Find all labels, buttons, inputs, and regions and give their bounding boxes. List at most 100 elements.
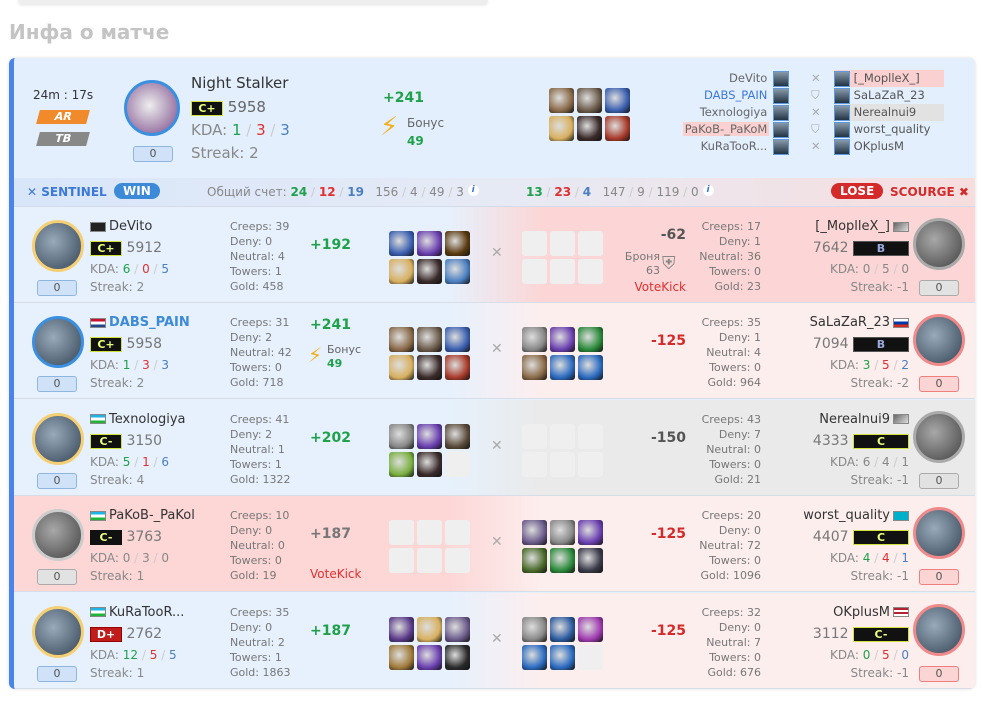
item-icon[interactable] — [389, 327, 414, 353]
player-link[interactable]: OKplusM — [853, 139, 904, 153]
player-avatar[interactable] — [913, 410, 965, 463]
item-icon[interactable] — [550, 520, 575, 546]
player-link[interactable]: DeVito — [729, 71, 768, 85]
item-icon[interactable] — [522, 644, 547, 670]
player-name[interactable]: Nerealnui9 — [819, 411, 890, 427]
player-avatar[interactable] — [913, 218, 965, 270]
kda-label: KDA: — [829, 358, 859, 373]
item-icon[interactable] — [389, 644, 414, 670]
creeps: Creeps: 39 — [230, 220, 290, 233]
player-name[interactable]: worst_quality — [803, 508, 890, 524]
item-icon[interactable] — [605, 88, 630, 113]
item-icon[interactable] — [549, 116, 574, 141]
item-icon[interactable] — [445, 327, 470, 353]
item-icon[interactable] — [417, 259, 442, 284]
item-icon[interactable] — [445, 423, 470, 449]
item-icon[interactable] — [578, 327, 603, 353]
item-icon[interactable] — [445, 616, 470, 642]
player-avatar[interactable] — [32, 316, 84, 369]
player-link[interactable]: Nerealnui9 — [853, 105, 917, 119]
item-icon[interactable] — [417, 355, 442, 381]
item-icon[interactable] — [550, 327, 575, 353]
item-icon[interactable] — [417, 616, 442, 642]
player-avatar[interactable] — [32, 509, 84, 562]
player-name-line: Nerealnui9 — [774, 412, 909, 427]
player-link[interactable]: PaKoB-_PaKoM — [682, 122, 770, 136]
player-link[interactable]: Texnologiya — [699, 105, 768, 119]
item-icon[interactable] — [550, 644, 575, 670]
player-name[interactable]: KuRaTooR... — [109, 604, 185, 620]
flag-icon — [893, 414, 909, 425]
player-avatar[interactable] — [32, 220, 84, 272]
player-name[interactable]: OKplusM — [833, 604, 890, 620]
kda-label: KDA: — [829, 551, 859, 566]
item-icon[interactable] — [578, 520, 603, 546]
item-icon[interactable] — [549, 88, 574, 113]
item-icon[interactable] — [522, 327, 547, 353]
item-icon[interactable] — [389, 616, 414, 642]
item-icon[interactable] — [550, 548, 575, 574]
neutral: Neutral: 72 — [699, 539, 761, 553]
item-icon[interactable] — [577, 88, 602, 113]
item-icon[interactable] — [417, 423, 442, 449]
item-icon[interactable] — [417, 644, 442, 670]
gold: Gold: 23 — [714, 280, 762, 293]
item-icon[interactable] — [605, 116, 630, 141]
player-name[interactable]: [_MoplleX_] — [815, 219, 890, 234]
player-avatar[interactable] — [913, 603, 965, 656]
player-avatar[interactable] — [32, 605, 84, 658]
hero-mini-avatar — [773, 70, 789, 87]
item-icon[interactable] — [445, 355, 470, 381]
gold: Gold: 676 — [707, 665, 762, 679]
page-title: Инфа о матче — [9, 20, 170, 44]
player-link[interactable]: SaLaZaR_23 — [853, 88, 925, 102]
item-icon[interactable] — [389, 423, 414, 449]
player-link[interactable]: worst_quality — [853, 122, 931, 136]
player-name[interactable]: DABS_PAIN — [109, 315, 190, 331]
points-box: 0 — [919, 472, 959, 489]
player-name[interactable]: SaLaZaR_23 — [809, 315, 890, 331]
player-link[interactable]: [_MoplleX_] — [853, 71, 920, 85]
item-icon[interactable] — [417, 231, 442, 256]
item-icon[interactable] — [522, 355, 547, 381]
mode-badge-ar: AR — [36, 110, 90, 124]
player-kda: KDA: 6 / 4 / 1 — [829, 454, 909, 469]
player-name[interactable]: DeVito — [109, 219, 153, 234]
player-link[interactable]: DABS_PAIN — [704, 88, 768, 102]
item-icon[interactable] — [550, 355, 575, 381]
player-link[interactable]: KuRaTooR... — [700, 139, 768, 153]
deaths: 1 — [142, 454, 150, 469]
item-icon[interactable] — [522, 548, 547, 574]
player-avatar[interactable] — [913, 507, 965, 560]
info-icon[interactable]: i — [467, 185, 479, 196]
player-name-line: [_MoplleX_] — [774, 219, 909, 234]
deny: Deny: 0 — [230, 524, 273, 538]
item-icon[interactable] — [445, 259, 470, 284]
item-icon[interactable] — [389, 355, 414, 381]
player-name[interactable]: Texnologiya — [109, 411, 186, 427]
item-icon[interactable] — [550, 616, 575, 642]
item-icon[interactable] — [389, 231, 414, 256]
creeps: Creeps: 20 — [701, 509, 761, 523]
player-avatar[interactable] — [913, 314, 965, 367]
player-name[interactable]: PaKoB-_PaKol — [109, 508, 195, 524]
votekick-label: VoteKick — [634, 280, 686, 294]
item-icon[interactable] — [417, 327, 442, 353]
item-icon[interactable] — [417, 451, 442, 477]
item-icon[interactable] — [522, 520, 547, 546]
item-icon[interactable] — [577, 116, 602, 141]
item-icon[interactable] — [445, 231, 470, 256]
item-icon[interactable] — [578, 548, 603, 574]
item-icon[interactable] — [578, 616, 603, 642]
player-items — [389, 231, 479, 287]
player-avatar[interactable] — [32, 412, 84, 465]
towers: Towers: 0 — [709, 554, 761, 568]
extra-0: 156 — [375, 185, 399, 199]
item-icon[interactable] — [389, 451, 414, 477]
item-icon[interactable] — [522, 616, 547, 642]
info-icon[interactable]: i — [702, 185, 714, 196]
item-icon[interactable] — [578, 355, 603, 381]
towers: Towers: 1 — [230, 265, 282, 278]
item-icon[interactable] — [389, 259, 414, 284]
item-icon[interactable] — [445, 644, 470, 670]
